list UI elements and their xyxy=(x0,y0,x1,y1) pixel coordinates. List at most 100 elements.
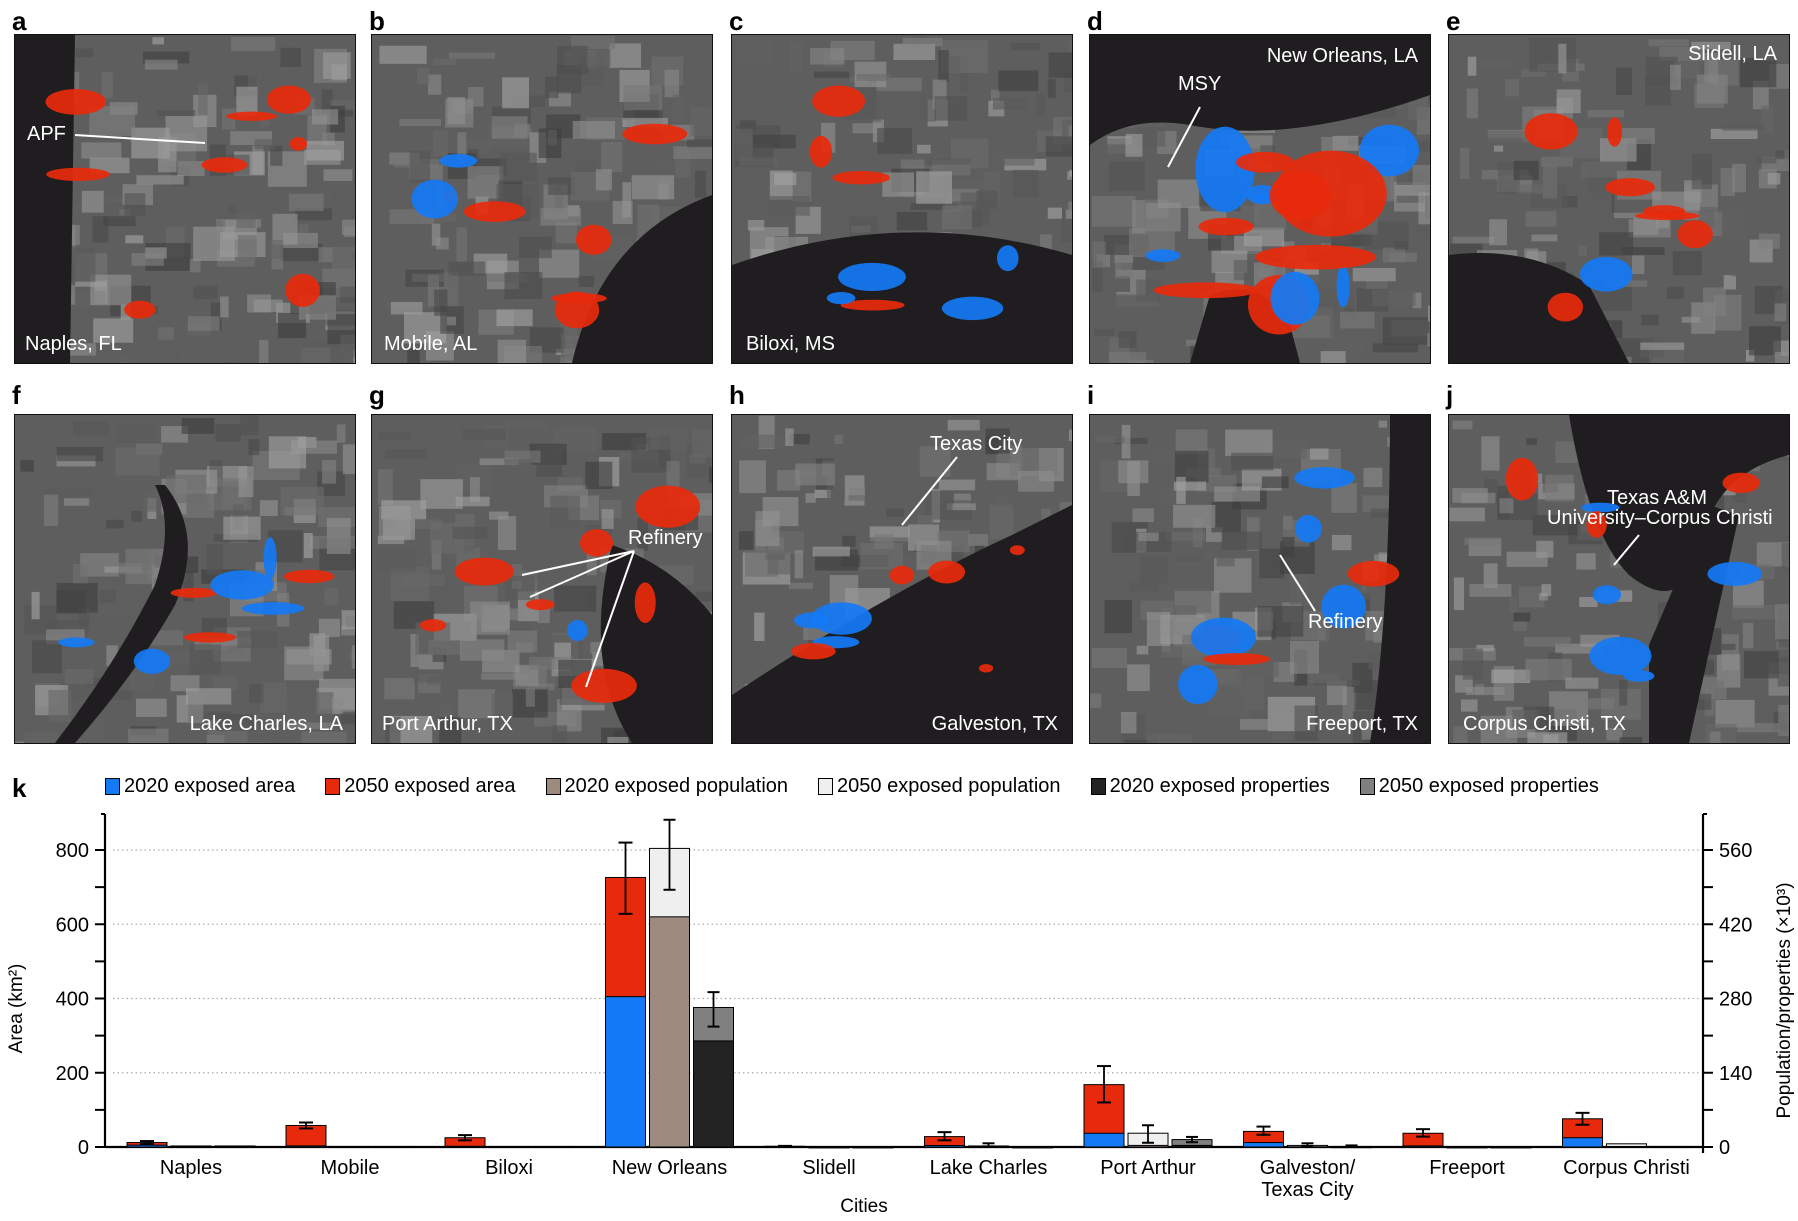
annotation-leader-line xyxy=(585,550,635,688)
bar-pop-2020 xyxy=(649,916,691,1148)
satellite-imagery xyxy=(372,35,712,363)
panel-letter-d: d xyxy=(1087,6,1103,36)
bar-prop-2020 xyxy=(1490,1146,1532,1149)
legend-swatch-area-2020 xyxy=(105,778,120,795)
x-tick-label: Naples xyxy=(160,1157,222,1179)
legend-label: 2020 exposed population xyxy=(564,775,789,797)
bar-prop-2020 xyxy=(1650,1146,1692,1149)
left-tick-label: 600 xyxy=(56,914,89,936)
right-tick-label: 420 xyxy=(1719,914,1752,936)
panel-letter-a: a xyxy=(12,6,27,36)
map-panel-i: Freeport, TX Refinery xyxy=(1089,414,1431,744)
annotation-leader-line xyxy=(1613,534,1640,566)
x-tick-label: Biloxi xyxy=(485,1157,533,1179)
legend-label: 2050 exposed area xyxy=(344,775,516,797)
city-label: Naples, FL xyxy=(25,333,122,355)
map-panel-j: Corpus Christi, TX Texas A&M University–Co… xyxy=(1448,414,1790,744)
city-label: Biloxi, MS xyxy=(746,333,835,355)
legend-swatch-area-2050 xyxy=(325,778,341,795)
right-tick-label: 0 xyxy=(1719,1137,1730,1159)
city-label: Corpus Christi, TX xyxy=(1463,713,1627,735)
map-panel-f: Lake Charles, LA xyxy=(14,414,356,744)
x-tick-label: Freeport xyxy=(1429,1157,1505,1179)
x-tick-label: Galveston/ xyxy=(1260,1157,1356,1179)
bar-prop-2020 xyxy=(1012,1146,1054,1149)
satellite-imagery xyxy=(1090,415,1430,743)
panel-letter-f: f xyxy=(12,380,21,410)
bar-pop-2020 xyxy=(329,1146,371,1149)
bar-prop-2020 xyxy=(1171,1144,1213,1148)
map-annotation: Refinery xyxy=(1308,611,1383,633)
panel-letter-e: e xyxy=(1446,6,1461,36)
map-panel-e: Slidell, LA xyxy=(1448,34,1790,364)
legend-item-area-2020: 2020 exposed area xyxy=(105,775,295,798)
right-tick-label: 280 xyxy=(1719,989,1752,1011)
bar-prop-2020 xyxy=(532,1146,574,1149)
bar-area-2020 xyxy=(1243,1142,1285,1148)
city-label: Slidell, LA xyxy=(1688,43,1777,65)
satellite-imagery xyxy=(1449,415,1789,743)
left-tick-label: 800 xyxy=(56,840,89,862)
bar-pop-2020 xyxy=(488,1146,530,1149)
x-tick-label: Slidell xyxy=(802,1157,855,1179)
annotation-leader-line xyxy=(1167,106,1201,168)
legend-label: 2050 exposed properties xyxy=(1378,775,1599,797)
map-annotation: Texas A&M xyxy=(1607,487,1708,509)
bar-area-2020 xyxy=(126,1144,168,1148)
x-tick-label: Port Arthur xyxy=(1100,1157,1196,1179)
bar-area-2020 xyxy=(924,1145,966,1148)
annotation-leader-line xyxy=(74,134,206,144)
bar-pop-2020 xyxy=(1127,1144,1169,1148)
legend-item-prop-2020: 2020 exposed properties xyxy=(1090,775,1330,798)
left-tick-label: 200 xyxy=(56,1063,89,1085)
x-tick-label: Corpus Christi xyxy=(1563,1157,1690,1179)
bar-prop-2020 xyxy=(214,1145,256,1148)
annotation-leader-line xyxy=(529,550,635,598)
left-tick-label: 0 xyxy=(78,1137,89,1159)
legend-swatch-pop-2020 xyxy=(545,778,561,795)
bar-pop-2020 xyxy=(808,1146,850,1149)
city-label: Mobile, AL xyxy=(384,333,478,355)
city-label: Port Arthur, TX xyxy=(382,713,513,735)
panel-letter-g: g xyxy=(369,380,385,410)
left-tick-label: 400 xyxy=(56,989,89,1011)
map-panel-a: Naples, FL APF xyxy=(14,34,356,364)
satellite-imagery xyxy=(15,415,355,743)
map-annotation: APF xyxy=(27,123,66,145)
map-panel-c: Biloxi, MS xyxy=(731,34,1073,364)
city-label: Freeport, TX xyxy=(1306,713,1418,735)
map-annotation: University–Corpus Christi xyxy=(1547,507,1773,529)
right-axis-title: Population/properties (×10³) xyxy=(1774,882,1795,1118)
x-tick-label: New Orleans xyxy=(612,1157,728,1179)
panel-letter-h: h xyxy=(729,380,745,410)
satellite-imagery xyxy=(732,35,1072,363)
satellite-imagery xyxy=(372,415,712,743)
satellite-imagery xyxy=(1449,35,1789,363)
map-panel-h: Galveston, TX Texas City xyxy=(731,414,1073,744)
x-tick-label: Texas City xyxy=(1261,1179,1353,1201)
legend-item-pop-2050: 2050 exposed population xyxy=(818,775,1061,798)
legend-swatch-prop-2020 xyxy=(1090,778,1106,795)
bar-pop-2020 xyxy=(1446,1146,1488,1149)
legend-label: 2020 exposed properties xyxy=(1109,775,1330,797)
bar-prop-2020 xyxy=(373,1146,415,1149)
right-tick-label: 140 xyxy=(1719,1063,1752,1085)
map-panel-d: New Orleans, LA MSY xyxy=(1089,34,1431,364)
satellite-imagery xyxy=(732,415,1072,743)
x-tick-label: Lake Charles xyxy=(930,1157,1048,1179)
map-panel-b: Mobile, AL xyxy=(371,34,713,364)
city-label: New Orleans, LA xyxy=(1266,45,1418,67)
legend-label: 2050 exposed population xyxy=(837,775,1061,797)
map-annotation: Refinery xyxy=(628,527,703,549)
legend-swatch-prop-2050 xyxy=(1359,778,1375,795)
legend-item-pop-2020: 2020 exposed population xyxy=(545,775,789,798)
right-tick-label: 560 xyxy=(1719,840,1752,862)
city-label: Lake Charles, LA xyxy=(189,713,343,735)
annotation-leader-line xyxy=(521,550,635,576)
legend-item-area-2050: 2050 exposed area xyxy=(325,775,516,798)
x-axis-title: Cities xyxy=(840,1196,888,1217)
panel-letter-i: i xyxy=(1087,380,1095,410)
map-annotation: Texas City xyxy=(930,433,1023,455)
legend-item-prop-2050: 2050 exposed properties xyxy=(1359,775,1599,798)
bar-area-2020 xyxy=(444,1145,486,1148)
